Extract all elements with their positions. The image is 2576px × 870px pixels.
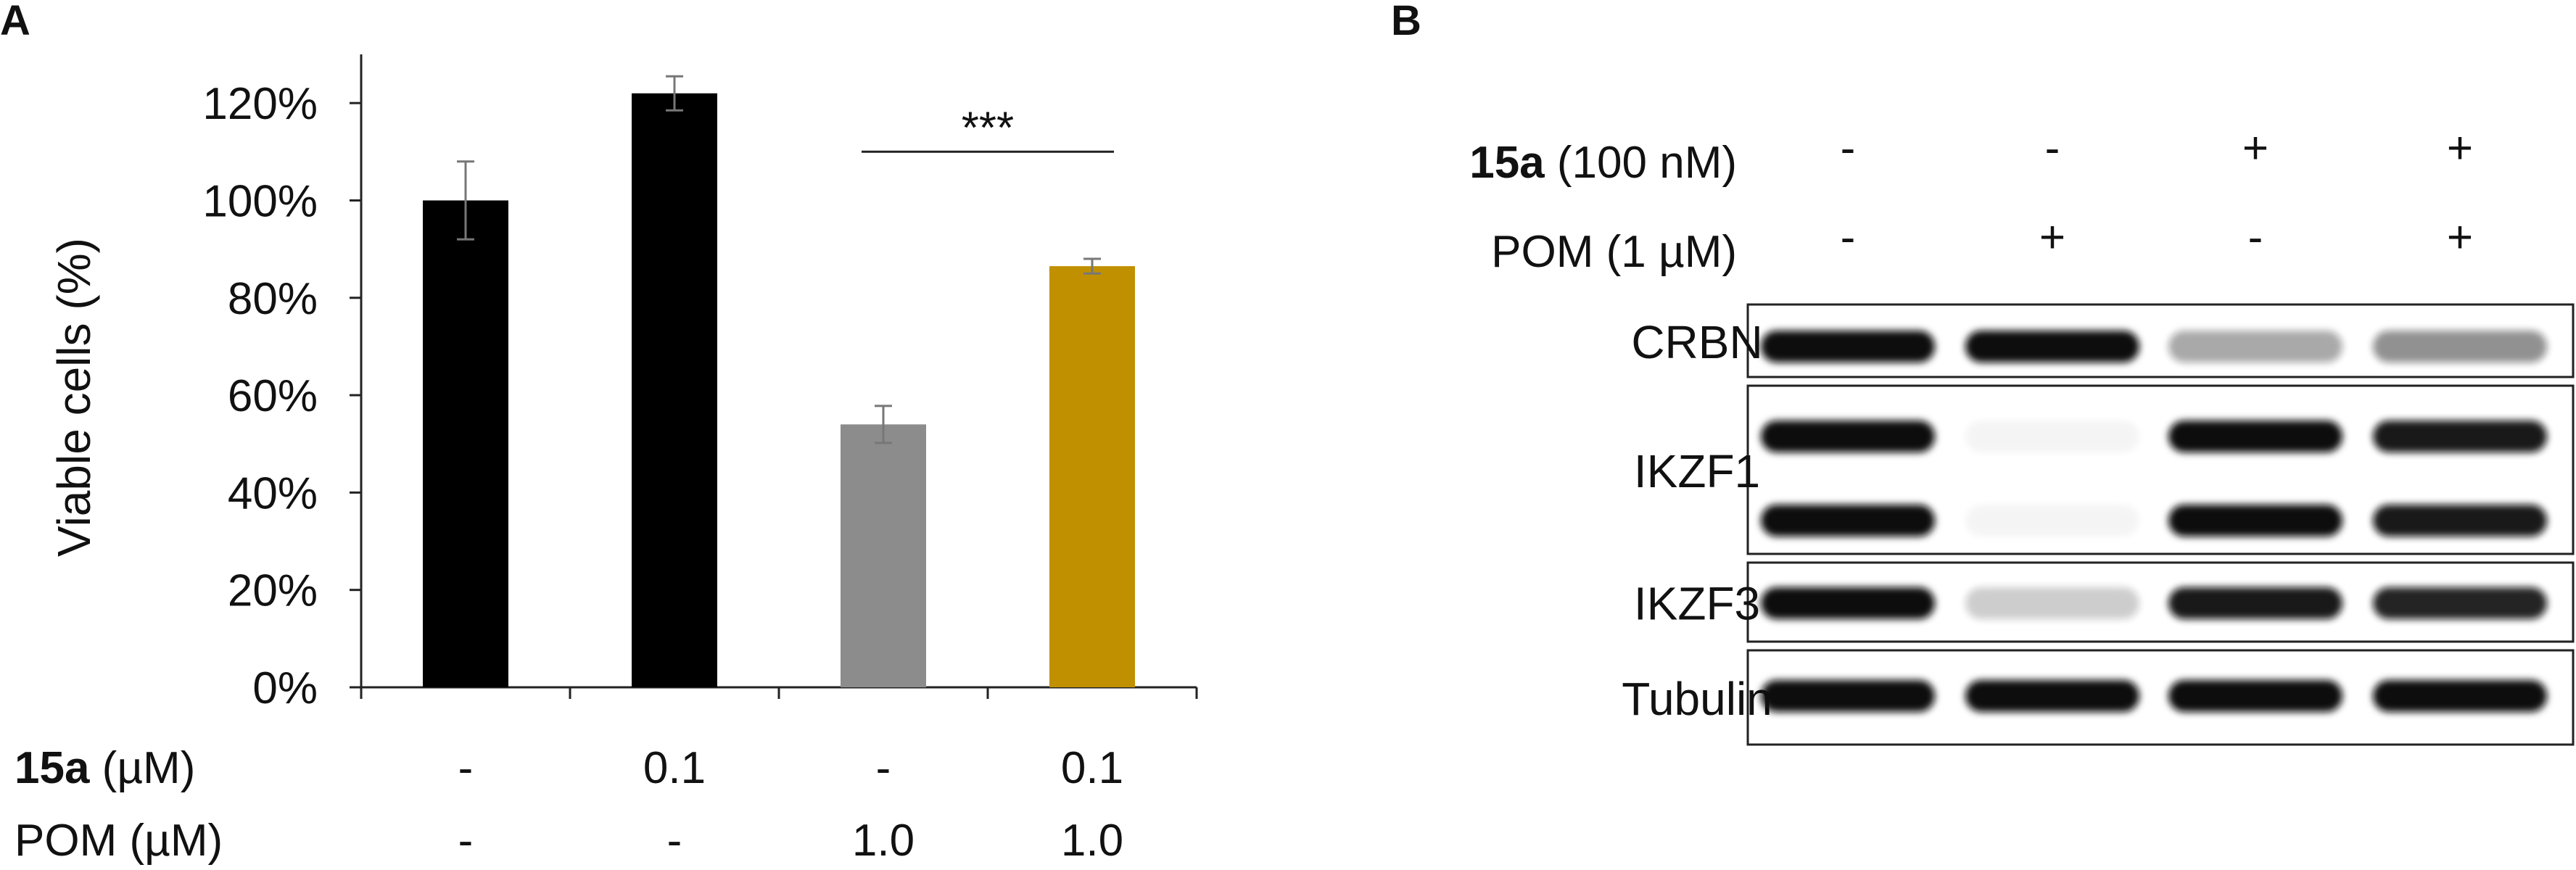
blot-condition-value: + — [2447, 123, 2473, 173]
blot-band — [2168, 331, 2342, 362]
chart-condition-value: 0.1 — [1061, 743, 1123, 793]
chart-condition-value: 1.0 — [1061, 816, 1123, 866]
blot-band — [1761, 420, 1935, 452]
chart-condition-value: - — [876, 743, 891, 793]
chart-condition-label-2: POM (µM) — [15, 816, 223, 866]
blot-condition-value: + — [2039, 212, 2065, 262]
blot-band — [2373, 587, 2547, 619]
blot-band — [2373, 505, 2547, 536]
blot-band — [1965, 331, 2139, 362]
y-tick-label: 100% — [202, 176, 318, 226]
blot-condition-value: + — [2447, 212, 2473, 262]
bar-4 — [1049, 266, 1135, 687]
chart-condition-value: - — [458, 743, 474, 793]
bar-3 — [841, 424, 926, 687]
error-bar-1 — [457, 160, 474, 241]
blot-band — [1965, 587, 2139, 619]
blot-band — [2168, 680, 2342, 712]
y-axis-ticks: 0% 20% 40% 60% 80% 100% 120% — [202, 79, 361, 713]
blot-row-ikzf3: IKZF3 — [1634, 561, 2575, 643]
condition-label-text: POM (µM) — [15, 816, 223, 866]
y-tick-label: 20% — [228, 566, 318, 616]
bar-chart: Viable cells (%) 0%20%40%60%80%100%120% … — [15, 54, 1198, 866]
blot-band — [2373, 420, 2547, 452]
significance-stars: *** — [962, 103, 1014, 153]
error-bar-4 — [1083, 257, 1101, 275]
y-tick-label: 120% — [202, 79, 318, 129]
blot-band — [2168, 505, 2342, 536]
chart-condition-value: 0.1 — [643, 743, 706, 793]
blot-band — [1761, 331, 1935, 362]
error-bar-2 — [666, 75, 683, 112]
blot-band — [2168, 587, 2342, 619]
blot-row-label: IKZF1 — [1634, 445, 1760, 497]
y-tick-label: 80% — [228, 274, 318, 324]
y-tick-label: 0% — [252, 663, 318, 713]
chart-condition-value: - — [667, 816, 682, 866]
chart-conditions: 15a (µM) - 0.1 - 0.1 POM (µM) - - 1.0 1.0 — [15, 743, 1123, 866]
y-tick-label: 60% — [228, 371, 318, 421]
condition-label-bold: 15a — [15, 743, 90, 793]
bar-1 — [423, 200, 508, 687]
blot-condition-label-1: 15a (100 nM) — [1469, 138, 1737, 188]
blot-row-label: IKZF3 — [1634, 578, 1760, 630]
blot-condition-value: - — [1841, 123, 1856, 173]
blot-row-crbn: CRBN — [1631, 303, 2575, 378]
bar-2 — [632, 93, 717, 687]
panel-b-label: B — [1391, 0, 1421, 44]
chart-condition-value: 1.0 — [852, 816, 915, 866]
y-tick-label: 40% — [228, 468, 318, 518]
blot-condition-label-2: POM (1 µM) — [1491, 227, 1737, 277]
condition-label-text: (100 nM) — [1545, 138, 1737, 188]
blot-condition-value: - — [1841, 212, 1856, 262]
error-bars — [457, 75, 1101, 444]
blot-condition-value: + — [2242, 123, 2269, 173]
western-blot: 15a (100 nM) - - + + POM (1 µM) - + - + CRBN IKZF1… — [1469, 123, 2575, 746]
blot-band — [2373, 680, 2547, 712]
condition-label-bold: 15a — [1469, 138, 1545, 188]
chart-condition-value: - — [458, 816, 474, 866]
blot-rows: CRBN IKZF1 IKZF3 Tubulin — [1622, 303, 2575, 746]
error-bar-3 — [875, 405, 892, 444]
blot-condition-value: - — [2248, 212, 2263, 262]
blot-row-tubulin: Tubulin — [1622, 649, 2575, 746]
blot-conditions: 15a (100 nM) - - + + POM (1 µM) - + - + — [1469, 123, 2473, 277]
bars — [423, 93, 1135, 687]
blot-band — [1965, 505, 2139, 536]
condition-label-text: (µM) — [89, 743, 195, 793]
chart-condition-label-1: 15a (µM) — [15, 743, 195, 793]
blot-band — [1965, 680, 2139, 712]
x-axis-ticks — [360, 687, 1198, 699]
panel-a-label: A — [0, 0, 30, 44]
blot-band — [2168, 420, 2342, 452]
blot-condition-value: - — [2045, 123, 2060, 173]
blot-row-ikzf1: IKZF1 — [1634, 384, 2575, 555]
blot-band — [1761, 680, 1935, 712]
blot-row-label: CRBN — [1631, 316, 1762, 368]
blot-band — [1761, 587, 1935, 619]
blot-band — [1965, 420, 2139, 452]
blot-row-label: Tubulin — [1622, 673, 1772, 725]
blot-band — [1761, 505, 1935, 536]
condition-label-text: POM (1 µM) — [1491, 227, 1737, 277]
blot-band — [2373, 331, 2547, 362]
y-axis-label: Viable cells (%) — [48, 238, 100, 557]
